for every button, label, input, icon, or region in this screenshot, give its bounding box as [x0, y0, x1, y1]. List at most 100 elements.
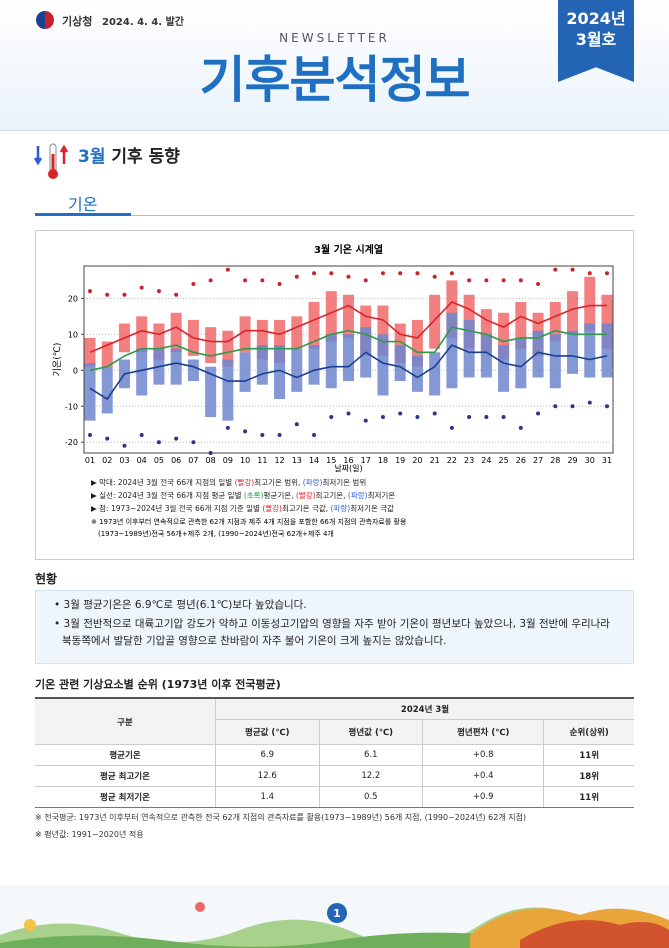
- table-body: 평균기온 6.9 6.1 +0.8 11위 평균 최고기온 12.6 12.2 +0.4 18위 평…: [35, 744, 634, 808]
- section-text: 기후 동향: [111, 147, 180, 167]
- cell: 12.6: [215, 765, 320, 787]
- legend-text: ▶ 막대: 2024년 3월 전국 66개 지점의 일별: [91, 477, 235, 487]
- chart-box: 3월 기온 시계열 기온(℃) 날짜(일) -20 -10 0 10 20 01 02 03 04 05…: [35, 230, 634, 560]
- point: [432, 274, 437, 279]
- range-bar: [411, 355, 423, 392]
- legend-text: 최고기온,: [316, 490, 348, 500]
- point: [518, 425, 523, 430]
- table-row: 평균기온 6.9 6.1 +0.8 11위: [35, 744, 634, 766]
- cell: 6.9: [215, 744, 320, 766]
- x-tick-label: 04: [137, 456, 147, 465]
- cell: 18위: [543, 765, 634, 787]
- line: [89, 344, 608, 401]
- divider-accent: [35, 213, 131, 216]
- point: [398, 411, 403, 416]
- cell: 평균 최고기온: [35, 765, 216, 787]
- point: [122, 292, 127, 297]
- issue-month: 3월호: [575, 30, 617, 49]
- range-bar: [549, 334, 561, 389]
- column-header: 평균값 (℃): [215, 719, 320, 745]
- point: [277, 433, 282, 438]
- point: [587, 271, 592, 276]
- legend-item: ▶ 점: 1973~2024년 3월 전국 66개 지점 기준 일별 (빨강)최…: [91, 503, 394, 513]
- point: [225, 267, 230, 272]
- x-tick-label: 07: [188, 456, 198, 465]
- legend-text: ▶ 실선: 2024년 3월 전국 66개 지점 평균 일별: [91, 490, 244, 500]
- range-bar: [205, 327, 217, 364]
- y-tick-label: -20: [65, 438, 78, 447]
- range-bar: [170, 348, 182, 385]
- legend-text: (파랑): [303, 478, 323, 487]
- point: [467, 278, 472, 283]
- point: [88, 433, 92, 438]
- legend-text: (빨강): [262, 503, 282, 513]
- x-tick-label: 23: [464, 456, 474, 465]
- range-bar: [274, 319, 286, 364]
- cell: 11위: [543, 786, 634, 808]
- column-header: 순위(상위): [543, 719, 634, 745]
- x-tick-label: 02: [102, 456, 112, 465]
- x-tick-label: 21: [430, 456, 440, 465]
- point: [363, 418, 368, 423]
- point: [415, 271, 420, 276]
- point: [329, 271, 334, 276]
- range-bar: [480, 334, 492, 378]
- point: [605, 271, 609, 276]
- x-tick-label: 14: [309, 456, 319, 465]
- range-bar: [567, 330, 579, 374]
- status-title: 현황: [35, 572, 58, 586]
- range-bar: [601, 323, 613, 378]
- range-bar: [377, 334, 389, 396]
- bullet: • 3월 평균기온은 6.9℃로 평년(6.1℃)보다 높았습니다.: [54, 599, 307, 611]
- x-tick-label: 22: [447, 456, 457, 465]
- point: [243, 278, 248, 283]
- x-tick-label: 27: [533, 456, 543, 465]
- range-bar: [256, 345, 268, 385]
- point: [88, 289, 92, 294]
- bullet: • 3월 전반적으로 대륙고기압 강도가 약하고 이동성고기압의 영향을 자주 …: [54, 618, 610, 647]
- range-bar: [84, 363, 96, 421]
- range-bar: [291, 348, 303, 392]
- chart-note: (1973~1989년)전국 56개+제주 2개, (1990~2024년)전국…: [98, 529, 334, 538]
- range-bar: [377, 305, 389, 356]
- logo: [36, 11, 54, 29]
- agency: 기상청: [62, 15, 93, 28]
- point: [346, 411, 351, 416]
- x-tick-label: 19: [395, 456, 405, 465]
- range-bar: [308, 345, 320, 385]
- y-tick-label: 10: [68, 330, 78, 339]
- range-bar: [308, 301, 320, 349]
- section-title: 3월 기후 동향: [78, 142, 180, 167]
- point: [570, 404, 575, 409]
- status-box: • 3월 평균기온은 6.9℃로 평년(6.1℃)보다 높았습니다. • 3월 전…: [35, 590, 634, 664]
- point: [570, 267, 575, 272]
- footnote: ※ 전국평균: 1973년 이후부터 연속적으로 관측한 전국 62개 지점의 …: [35, 813, 527, 822]
- column-header: 평년값 (℃): [318, 719, 424, 745]
- range-bar: [584, 323, 596, 378]
- range-bar: [394, 345, 406, 382]
- divider: [35, 215, 634, 216]
- legend-text: 최저기온 극값: [350, 503, 394, 513]
- point: [191, 281, 196, 286]
- x-tick-label: 01: [85, 456, 95, 465]
- x-tick-label: 13: [292, 456, 302, 465]
- x-tick-label: 12: [274, 456, 284, 465]
- point: [243, 429, 248, 434]
- section-month: 3월: [78, 147, 106, 167]
- legend-text: 최고기온 극값,: [282, 503, 331, 513]
- newsletter: NEWSLETTER: [279, 31, 390, 45]
- table-row: 평균 최저기온 1.4 0.5 +0.9 11위: [35, 786, 634, 808]
- bullet-text: 3월 평균기온은 6.9℃로 평년(6.1℃)보다 높았습니다.: [63, 599, 307, 611]
- thermometer-icon: [33, 143, 69, 179]
- y-tick-label: 20: [68, 294, 78, 303]
- point: [501, 278, 506, 283]
- point: [208, 451, 213, 455]
- x-tick-label: 08: [206, 456, 216, 465]
- range-bar: [170, 312, 182, 353]
- x-tick-label: 18: [378, 456, 388, 465]
- x-tick-label: 16: [343, 456, 353, 465]
- range-bar: [325, 334, 337, 389]
- range-bar: [601, 294, 613, 349]
- footnote: ※ 평년값: 1991~2020년 적용: [35, 830, 144, 839]
- range-bar: [291, 316, 303, 349]
